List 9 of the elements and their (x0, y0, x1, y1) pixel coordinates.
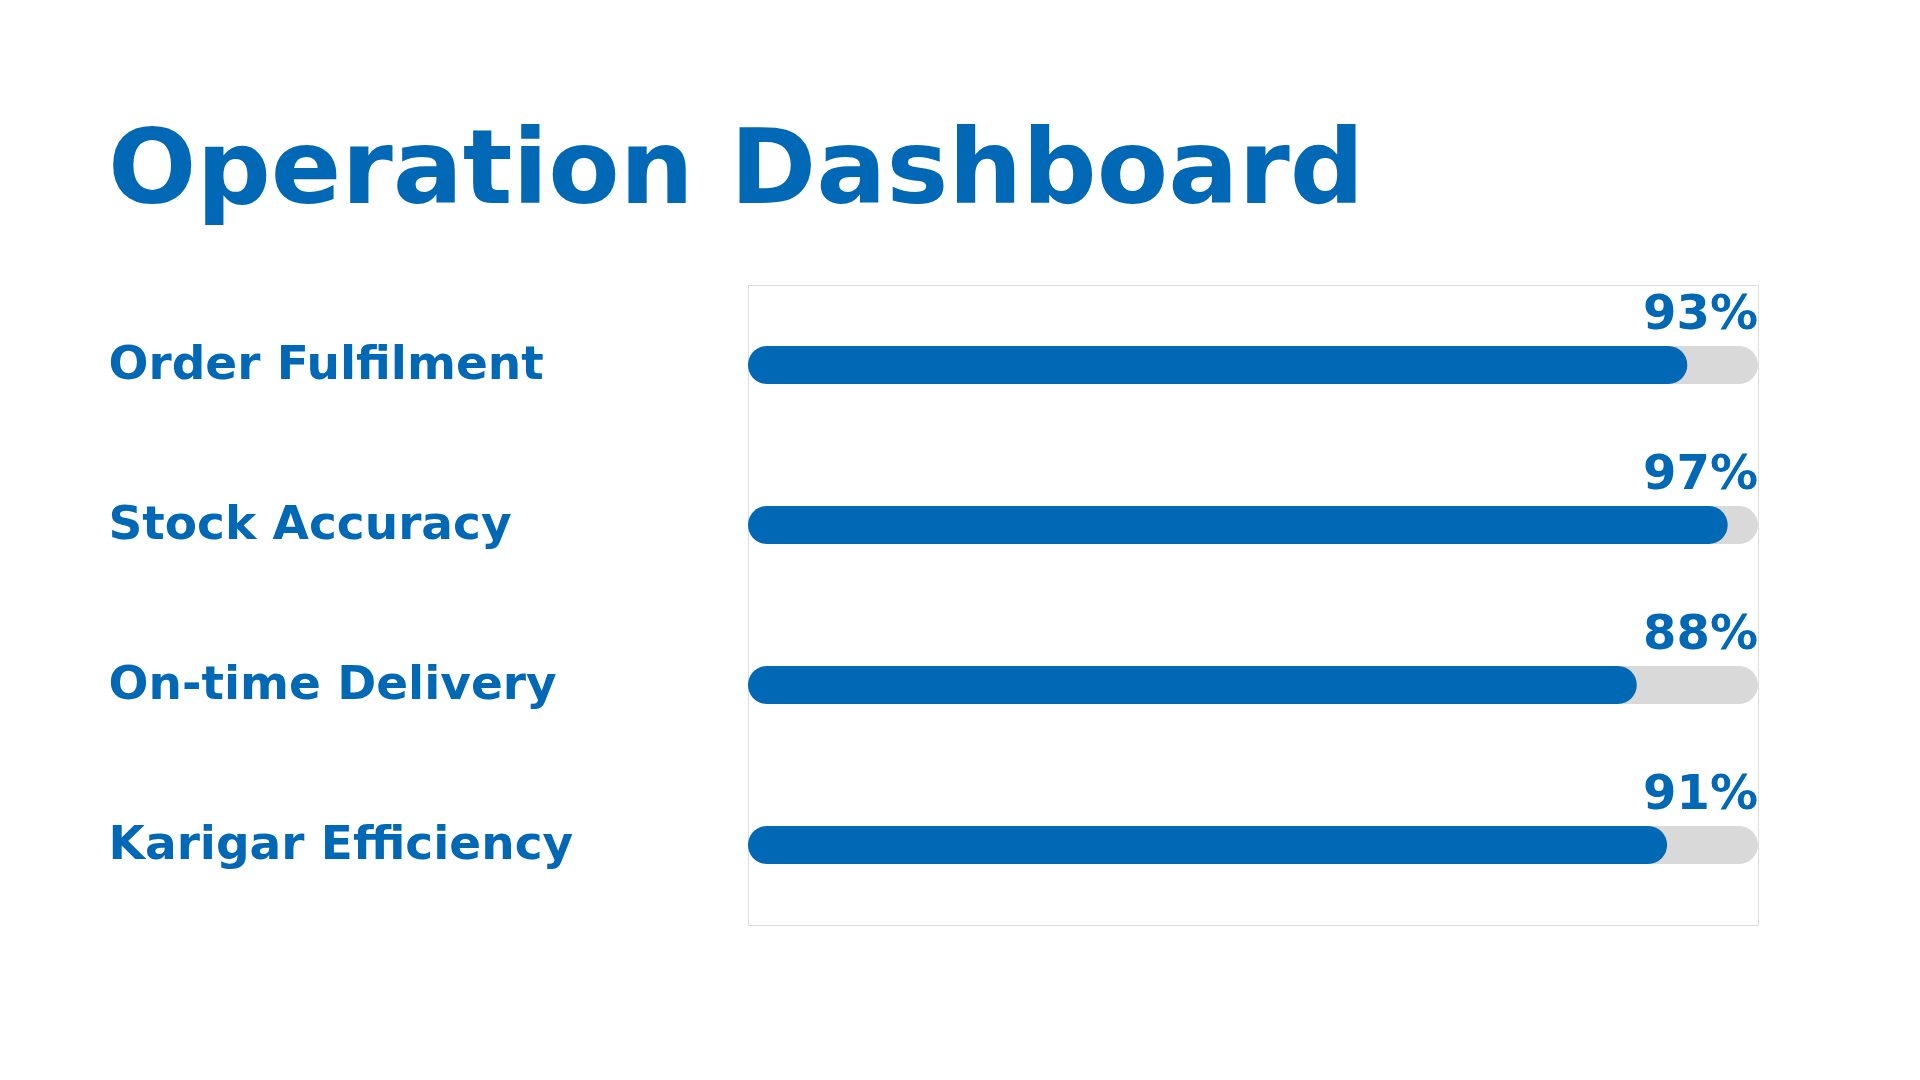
data-label: 93% (1643, 284, 1758, 340)
data-label: 91% (1643, 764, 1758, 820)
y-tick-label: On-time Delivery (108, 655, 557, 710)
y-tick-label: Karigar Efficiency (108, 815, 574, 870)
data-label: 97% (1643, 444, 1758, 500)
y-tick-label: Order Fulfilment (108, 335, 544, 390)
y-tick-label: Stock Accuracy (108, 495, 512, 550)
data-label: 88% (1643, 604, 1758, 660)
chart-title: Operation Dashboard (108, 106, 1365, 228)
